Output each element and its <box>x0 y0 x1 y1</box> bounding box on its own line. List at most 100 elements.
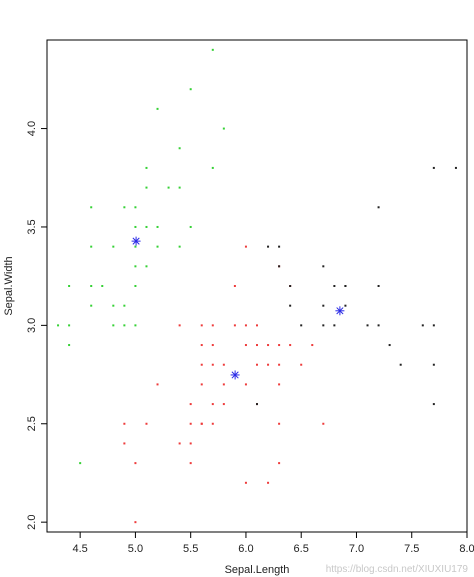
data-point-red <box>256 344 258 347</box>
data-point-green <box>134 225 137 228</box>
data-point-green <box>134 285 137 287</box>
data-point-green <box>167 186 170 189</box>
data-point-red <box>278 363 281 366</box>
data-point-red <box>156 383 159 386</box>
cluster-centers <box>131 236 345 380</box>
data-point-red <box>178 324 181 327</box>
data-point-green <box>189 225 192 228</box>
data-point-green <box>178 245 181 248</box>
data-point-red <box>189 462 192 465</box>
data-point-red <box>145 422 148 425</box>
data-point-green <box>68 324 71 327</box>
data-point-black <box>421 324 424 327</box>
data-point-black <box>322 324 325 327</box>
data-point-red <box>278 383 281 386</box>
data-point-green <box>68 344 71 347</box>
data-point-green <box>101 285 104 287</box>
x-tick-label: 4.5 <box>73 543 88 555</box>
data-point-green <box>189 88 192 91</box>
data-point-black <box>432 324 435 327</box>
data-point-red <box>244 324 247 327</box>
data-point-black <box>432 363 435 366</box>
data-point-red <box>267 344 270 347</box>
data-point-red <box>211 363 214 366</box>
cluster-center-marker <box>335 306 345 316</box>
data-point-green <box>156 225 159 228</box>
data-point-red <box>123 422 126 425</box>
x-tick-label: 7.0 <box>349 543 364 555</box>
data-point-red <box>244 481 247 484</box>
data-point-green <box>68 285 71 287</box>
data-point-red <box>200 344 203 347</box>
data-point-red <box>244 344 247 347</box>
data-point-black <box>388 344 391 347</box>
cluster-center-marker <box>230 370 240 380</box>
data-point-red <box>267 481 270 484</box>
data-point-black <box>432 166 435 169</box>
data-point-green <box>145 265 148 268</box>
data-point-red <box>322 422 325 425</box>
data-point-black <box>377 324 380 327</box>
data-point-black <box>278 265 281 268</box>
data-point-red <box>189 403 192 406</box>
x-tick-label: 6.5 <box>294 543 309 555</box>
data-point-green <box>134 324 137 327</box>
data-point-green <box>134 245 137 248</box>
y-tick-label: 2.5 <box>26 416 38 431</box>
data-point-green <box>123 324 126 327</box>
data-point-red <box>178 442 181 445</box>
data-point-green <box>145 186 148 189</box>
data-point-green <box>79 462 82 465</box>
data-point-red <box>211 324 214 327</box>
data-point-red <box>189 442 192 445</box>
data-point-green <box>134 206 137 209</box>
data-point-green <box>134 265 137 268</box>
data-point-red <box>200 383 203 386</box>
data-point-red <box>211 422 214 425</box>
data-point-green <box>123 206 126 209</box>
data-point-red <box>256 324 258 327</box>
data-point-green <box>112 304 115 307</box>
x-tick-label: 8.0 <box>459 543 474 555</box>
x-axis-title: Sepal.Length <box>225 564 290 576</box>
x-tick-label: 6.0 <box>238 543 253 555</box>
data-point-black <box>267 245 270 248</box>
data-point-black <box>333 324 336 327</box>
data-point-red <box>278 344 281 347</box>
data-point-black <box>300 324 303 327</box>
data-point-green <box>123 304 126 307</box>
data-point-black <box>366 324 369 327</box>
cluster-center-marker <box>131 236 141 246</box>
data-point-red <box>222 363 225 366</box>
data-point-black <box>377 285 380 287</box>
data-point-green <box>90 206 93 209</box>
data-point-black <box>377 206 380 209</box>
x-axis: 4.5 5.0 5.5 6.0 6.5 7.0 7.5 8.0 <box>73 532 474 555</box>
y-axis-title: Sepal.Width <box>3 256 15 315</box>
y-axis: 2.0 2.5 3.0 3.5 4.0 <box>26 121 47 530</box>
data-point-red <box>278 462 281 465</box>
data-point-red <box>267 363 270 366</box>
data-point-red <box>300 363 303 366</box>
data-point-green <box>178 147 181 150</box>
data-point-red <box>289 344 292 347</box>
data-point-red <box>233 324 236 327</box>
data-point-red <box>244 245 247 248</box>
plot-frame <box>46 39 468 533</box>
data-point-green <box>222 127 225 130</box>
data-point-green <box>112 324 115 327</box>
data-point-green <box>57 324 60 327</box>
data-point-green <box>112 245 115 248</box>
data-point-black <box>322 265 325 268</box>
data-point-red <box>311 344 314 347</box>
data-point-red <box>200 422 203 425</box>
data-point-green <box>145 225 148 228</box>
data-point-black <box>454 166 457 169</box>
data-point-red <box>134 521 137 524</box>
y-tick-label: 3.5 <box>26 219 38 234</box>
data-point-green <box>145 166 148 169</box>
data-point-red <box>222 403 225 406</box>
data-point-red <box>123 442 126 445</box>
x-tick-label: 5.5 <box>183 543 198 555</box>
data-point-red <box>278 422 281 425</box>
